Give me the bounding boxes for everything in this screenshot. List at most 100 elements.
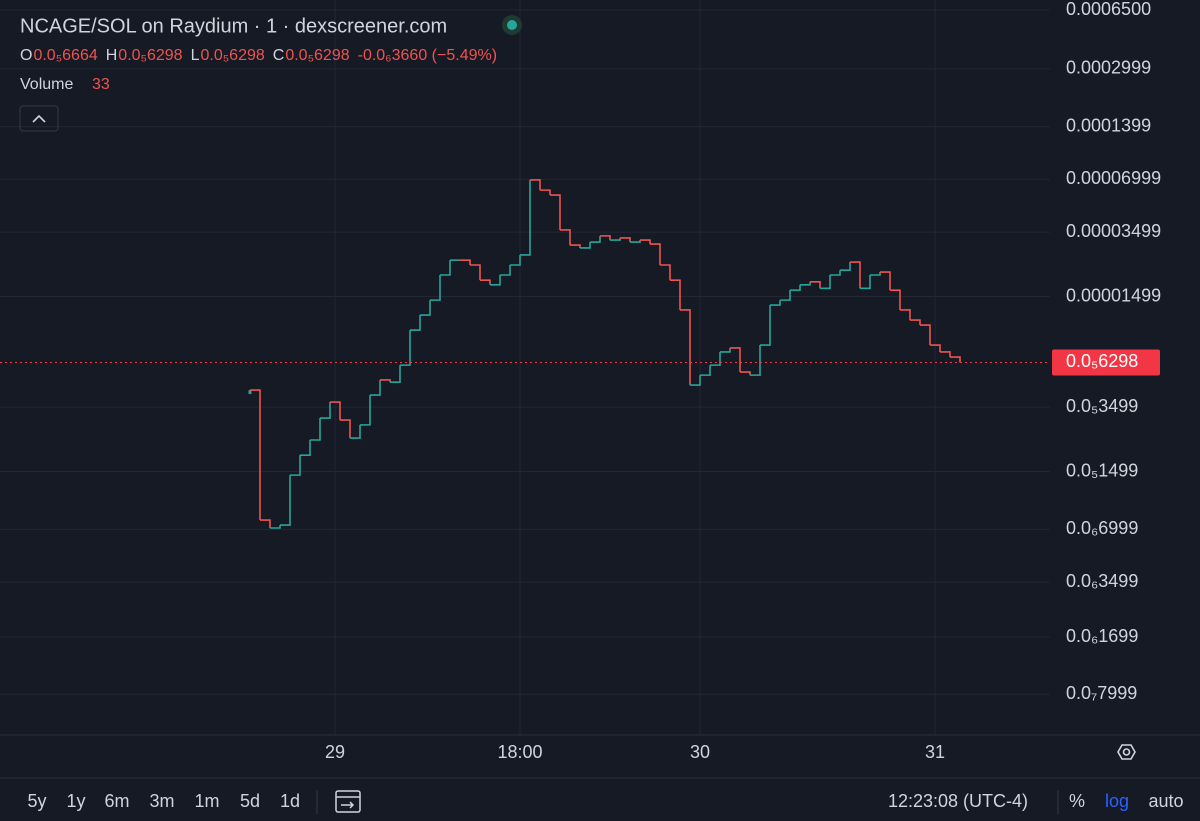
candle (510, 254, 521, 266)
collapse-box[interactable] (19, 105, 59, 132)
candle (750, 345, 761, 376)
candle (800, 281, 811, 286)
candle (580, 242, 591, 249)
range-button[interactable]: 5d (240, 791, 260, 811)
ohlc-value: 0.0₅6298 (285, 47, 349, 64)
candle (690, 375, 701, 386)
gear-icon[interactable] (1117, 744, 1136, 760)
range-button[interactable]: 1y (66, 791, 85, 811)
scale-option[interactable]: log (1105, 791, 1129, 811)
x-tick-label: 31 (925, 742, 945, 762)
candle (440, 260, 451, 276)
candle (900, 309, 911, 321)
candle (680, 309, 691, 386)
y-tick-label: 0.0001399 (1066, 116, 1151, 136)
change: -0.0₆3660 (−5.49%) (358, 47, 497, 64)
settings-button[interactable] (1117, 744, 1136, 760)
calendar-arrow[interactable] (341, 801, 355, 809)
x-tick-label: 30 (690, 742, 710, 762)
title: NCAGE/SOL on Raydium · 1 · dexscreener.c… (20, 15, 447, 37)
candle (770, 300, 781, 306)
candle (530, 179, 541, 191)
y-tick-label: 0.00001499 (1066, 285, 1161, 305)
candle (920, 324, 931, 346)
current-price-label: 0.0₅6298 (1066, 351, 1138, 371)
candle (480, 279, 491, 285)
candle (340, 419, 351, 439)
candle (560, 229, 571, 246)
range-button[interactable]: 1d (280, 791, 300, 811)
candle (370, 379, 381, 396)
y-tick-label: 0.0₆6999 (1066, 518, 1138, 538)
candle (570, 244, 581, 248)
candle (740, 371, 751, 376)
collapse-icon[interactable] (32, 114, 46, 123)
candle (830, 270, 841, 276)
candle (260, 519, 271, 529)
candle (250, 389, 261, 521)
range-button[interactable]: 1m (194, 791, 219, 811)
candle (620, 237, 631, 243)
candle (640, 239, 651, 245)
candle (600, 235, 611, 241)
ohlc-value: 0.0₅6298 (200, 47, 264, 64)
scale-option[interactable]: auto (1148, 791, 1183, 811)
volume-value: 33 (92, 76, 110, 93)
ohlc-value: 0.0₅6298 (118, 47, 182, 64)
candle (760, 305, 771, 346)
candle (470, 264, 481, 281)
candle (840, 262, 851, 272)
candle (950, 356, 961, 363)
candle (270, 525, 281, 529)
candle (280, 475, 291, 526)
candle (590, 235, 601, 243)
x-tick-label: 29 (325, 742, 345, 762)
candle (540, 189, 551, 196)
collapse-button[interactable] (19, 105, 59, 132)
candle (820, 275, 831, 290)
date-range-button[interactable] (335, 790, 361, 813)
candle (520, 179, 531, 256)
y-tick-label: 0.0₆1699 (1066, 626, 1138, 646)
ohlc-value: 0.0₅6664 (33, 47, 97, 64)
range-button[interactable]: 3m (149, 791, 174, 811)
candle (930, 344, 941, 352)
candle (670, 279, 681, 310)
candle (780, 290, 791, 301)
candle (890, 289, 901, 310)
plot (248, 179, 961, 529)
ohlc-key: O (20, 47, 32, 64)
candle (710, 351, 721, 366)
range-button[interactable]: 6m (104, 791, 129, 811)
candle (700, 365, 711, 376)
y-tick-label: 0.0₆3499 (1066, 571, 1138, 591)
gear-center[interactable] (1122, 748, 1131, 756)
range-button[interactable]: 5y (27, 791, 46, 811)
ohlc-key: H (106, 47, 118, 64)
volume-label: Volume (20, 76, 73, 93)
x-tick-label: 18:00 (497, 742, 542, 762)
y-tick-label: 0.0006500 (1066, 0, 1151, 19)
candle (650, 243, 661, 266)
candle (350, 424, 361, 439)
candle (940, 351, 951, 358)
candle (500, 265, 511, 276)
candle (790, 284, 801, 291)
status-dot (507, 20, 517, 30)
calendar-icon[interactable] (335, 790, 361, 813)
candle (550, 194, 561, 230)
candle (400, 330, 411, 366)
scale-option[interactable]: % (1069, 791, 1085, 811)
candle (730, 347, 741, 373)
candle (330, 401, 341, 421)
grid (0, 0, 1050, 735)
clock: 12:23:08 (UTC-4) (888, 791, 1028, 811)
candle (720, 347, 731, 353)
y-tick-label: 0.0₅1499 (1066, 460, 1138, 480)
candle (880, 271, 891, 291)
candle (248, 390, 252, 395)
candle (460, 259, 471, 266)
y-tick-label: 0.00003499 (1066, 221, 1161, 241)
